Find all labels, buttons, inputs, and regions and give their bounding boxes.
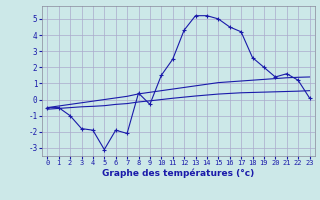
X-axis label: Graphe des températures (°c): Graphe des températures (°c) bbox=[102, 169, 254, 178]
